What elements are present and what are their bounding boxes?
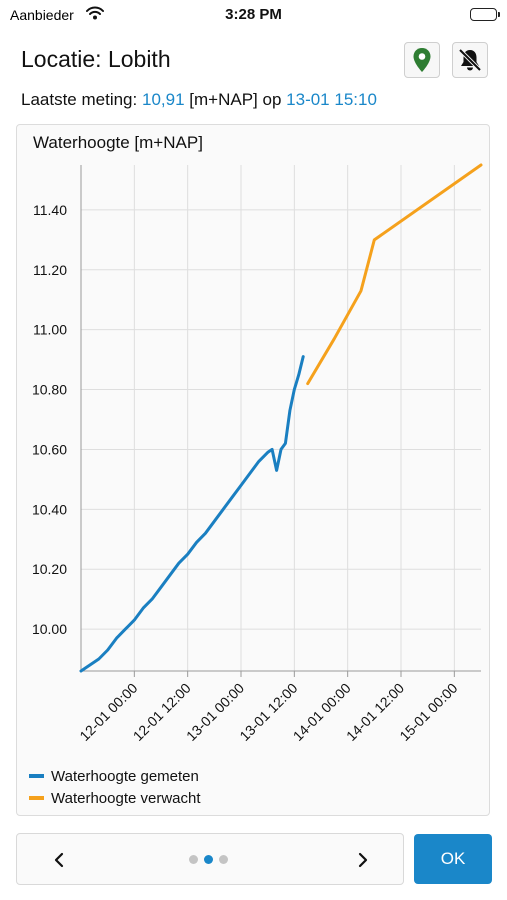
- last-measurement-value: 10,91: [141, 90, 185, 109]
- location-pin-icon: [413, 48, 431, 72]
- forecast-series-line: [306, 163, 483, 386]
- y-tick-label: 10.60: [32, 441, 67, 457]
- y-tick-label: 11.40: [33, 202, 67, 218]
- y-tick-label: 10.40: [32, 501, 67, 517]
- chevron-left-icon: [54, 852, 64, 868]
- y-tick-label: 10.80: [32, 382, 67, 398]
- legend-label: Waterhoogte verwacht: [51, 790, 201, 807]
- last-measurement-unit: [m+NAP]: [189, 90, 258, 109]
- page-dot: [189, 855, 198, 864]
- legend-label: Waterhoogte gemeten: [51, 768, 199, 785]
- status-bar: Aanbieder 3:28 PM: [0, 0, 507, 30]
- measured-series-line: [79, 355, 305, 673]
- wifi-icon: [86, 6, 104, 25]
- last-measurement: Laatste meting: 10,91 [m+NAP] op 13-01 1…: [21, 90, 377, 110]
- chart-title: Waterhoogte [m+NAP]: [33, 133, 203, 152]
- page-dot: [219, 855, 228, 864]
- battery-icon: [470, 8, 500, 21]
- last-measurement-prefix: Laatste meting:: [21, 90, 138, 109]
- water-level-chart: Waterhoogte [m+NAP] 10.00 10.20 10.40 10.60 1…: [29, 133, 483, 807]
- status-time: 3:28 PM: [225, 6, 282, 23]
- last-measurement-datetime: 13-01 15:10: [286, 90, 377, 109]
- notifications-button[interactable]: [452, 42, 488, 78]
- chart-card: Waterhoogte [m+NAP] 10.00 10.20 10.40 10.60 1…: [16, 124, 490, 816]
- next-button[interactable]: [351, 848, 375, 872]
- page-indicator: [189, 855, 228, 864]
- carrier-label: Aanbieder: [10, 7, 74, 23]
- page-title: Locatie: Lobith: [21, 46, 171, 72]
- y-tick-label: 10.20: [32, 561, 67, 577]
- y-tick-label: 10.00: [32, 621, 67, 637]
- y-tick-label: 11.20: [33, 262, 67, 278]
- last-measurement-connector: op: [262, 90, 282, 109]
- chevron-right-icon: [358, 852, 368, 868]
- location-button[interactable]: [404, 42, 440, 78]
- previous-button[interactable]: [47, 848, 71, 872]
- page-dot-active: [204, 855, 213, 864]
- pager: [16, 833, 404, 885]
- ok-button[interactable]: OK: [414, 834, 492, 884]
- bell-off-icon: [458, 48, 482, 72]
- y-tick-label: 11.00: [33, 322, 67, 338]
- x-tick-label: 15-01 00:00: [396, 680, 460, 744]
